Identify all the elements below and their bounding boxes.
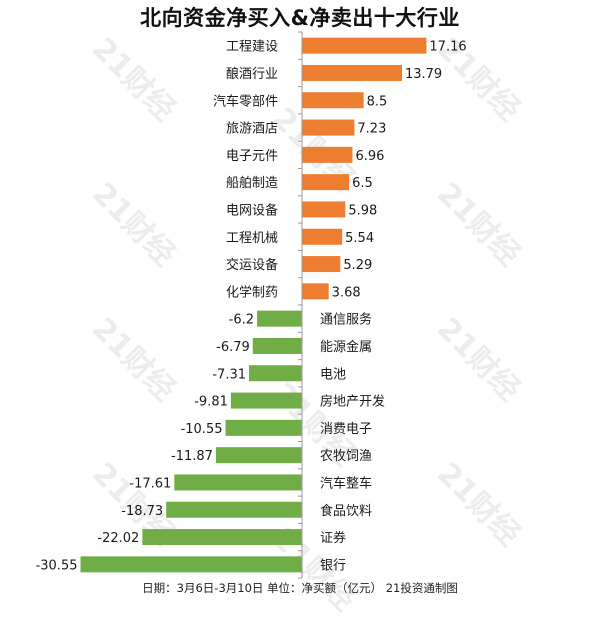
value-label: 17.16 (429, 40, 466, 55)
bar-14 (230, 392, 302, 409)
category-label: 汽车零部件 (213, 93, 278, 109)
value-label: -11.87 (171, 449, 213, 464)
category-label: 通信服务 (320, 312, 372, 328)
value-label: -10.55 (181, 422, 223, 437)
value-label: 5.54 (345, 231, 374, 246)
chart-title: 北向资金净买入&净卖出十大行业 (140, 6, 460, 30)
value-label: 6.5 (352, 176, 373, 191)
category-label: 电网设备 (226, 202, 278, 218)
value-label: -7.31 (212, 367, 246, 382)
value-label: -6.2 (229, 313, 254, 328)
bar-2 (302, 64, 402, 81)
bar-4 (302, 119, 355, 136)
category-label: 食品饮料 (320, 503, 372, 519)
value-label: 13.79 (405, 67, 442, 82)
category-label: 旅游酒店 (226, 122, 278, 137)
category-label: 交运设备 (226, 257, 278, 273)
category-label: 银行 (320, 558, 346, 573)
value-label: 3.68 (332, 285, 361, 300)
category-label: 能源金属 (320, 339, 372, 355)
bar-1 (302, 37, 427, 54)
bar-20 (80, 556, 302, 573)
category-label: 酿酒行业 (226, 66, 278, 82)
bar-7 (302, 201, 346, 218)
value-label: -30.55 (36, 558, 78, 573)
value-label: 5.29 (343, 258, 372, 273)
chart-footer: 日期：3月6日-3月10日 单位：净买额（亿元） 21投资通制图 (142, 581, 458, 595)
value-label: -17.61 (129, 476, 171, 491)
bar-13 (249, 365, 302, 382)
category-label: 证券 (320, 530, 346, 546)
bar-16 (215, 447, 302, 464)
bar-10 (302, 283, 329, 300)
category-label: 工程机械 (226, 231, 278, 246)
value-label: -9.81 (194, 395, 228, 410)
category-label: 化学制药 (226, 284, 278, 300)
bar-6 (302, 174, 350, 191)
value-label: 8.5 (367, 94, 388, 109)
bar-5 (302, 146, 353, 163)
category-label: 电子元件 (226, 149, 278, 164)
bar-18 (166, 501, 302, 518)
category-label: 船舶制造 (226, 175, 278, 191)
value-label: -22.02 (97, 531, 139, 546)
bar-11 (257, 310, 302, 327)
bar-chart: 工程建设 17.16 酿酒行业 13.79 汽车零部件 8.5 旅游酒店 7.23 电子元件 6.… (36, 31, 467, 579)
bar-8 (302, 228, 343, 245)
category-label: 农牧饲渔 (320, 449, 372, 464)
value-label: -18.73 (121, 504, 163, 519)
bar-3 (302, 92, 364, 109)
value-label: 5.98 (348, 203, 377, 218)
category-label: 电池 (320, 367, 346, 382)
bar-15 (225, 419, 302, 436)
value-label: -6.79 (216, 340, 250, 355)
category-label: 房地产开发 (320, 394, 385, 410)
value-label: 6.96 (355, 149, 384, 164)
category-label: 工程建设 (226, 40, 278, 55)
bar-12 (252, 337, 302, 354)
category-label: 汽车整车 (320, 475, 372, 491)
category-label: 消费电子 (320, 422, 372, 437)
value-label: 7.23 (357, 122, 386, 137)
bar-19 (142, 529, 302, 546)
bar-9 (302, 256, 341, 273)
bar-17 (174, 474, 302, 491)
